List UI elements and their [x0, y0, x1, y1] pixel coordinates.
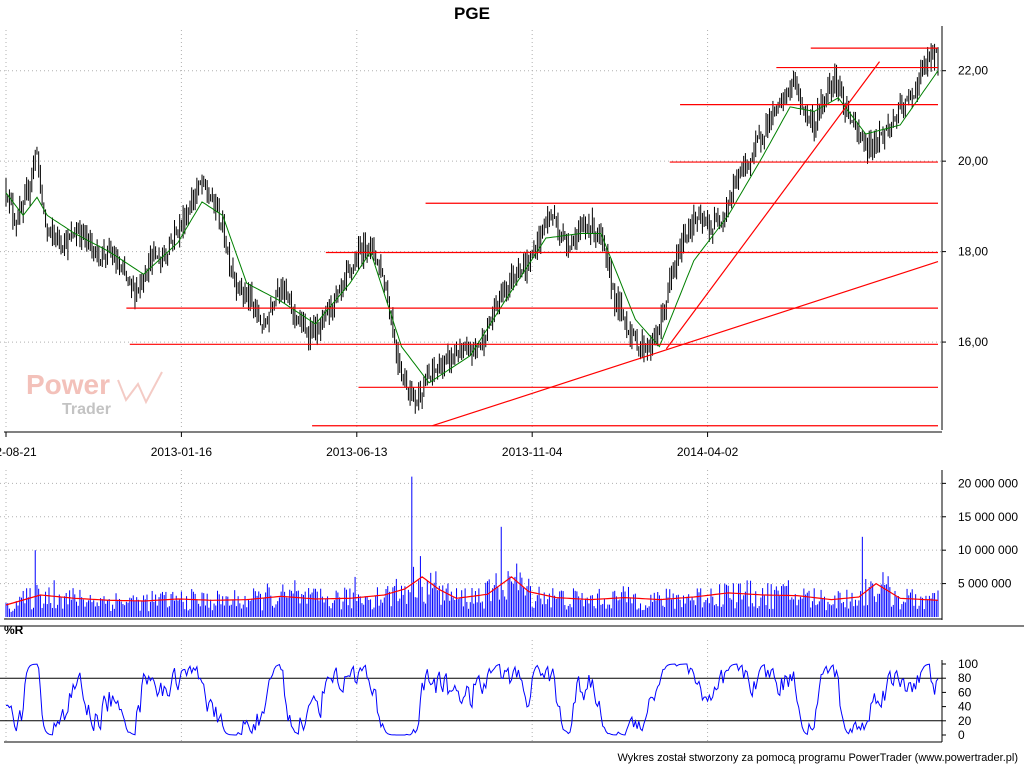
- x-tick-label: 2012-08-21: [0, 445, 37, 459]
- williams-tick-label: 20: [958, 714, 972, 728]
- y-tick-label: 20,00: [958, 154, 988, 168]
- volume-moving-average: [5, 576, 939, 606]
- volume-bars: [5, 476, 939, 617]
- x-tick-label: 2013-01-16: [151, 445, 213, 459]
- volume-tick-label: 20 000 000: [958, 476, 1018, 490]
- x-tick-label: 2013-06-13: [326, 445, 388, 459]
- y-tick-label: 16,00: [958, 335, 988, 349]
- chart-title: PGE: [454, 4, 490, 23]
- footer-credit: Wykres został stworzony za pomocą progra…: [617, 752, 1018, 764]
- williams-tick-label: 100: [958, 657, 978, 671]
- x-tick-label: 2013-11-04: [502, 445, 563, 459]
- williams-tick-label: 80: [958, 671, 972, 685]
- y-tick-label: 18,00: [958, 245, 988, 259]
- williams-r-line: [5, 663, 939, 736]
- price-panel: 2012-08-21 2013-01-16 2013-06-13 2013-11-04…: [0, 26, 988, 742]
- volume-tick-label: 15 000 000: [958, 510, 1018, 524]
- williams-tick-label: 40: [958, 700, 972, 714]
- trend-line: [665, 61, 881, 350]
- powertrader-watermark-logo: Power Trader: [26, 369, 163, 418]
- watermark-line2: Trader: [62, 401, 111, 418]
- volume-panel: 5 000 000 10 000 000 15 000 000 20 000 000: [0, 470, 1018, 620]
- ohlc-bars: [5, 43, 939, 414]
- volume-tick-label: 5 000 000: [958, 577, 1012, 591]
- watermark-line1: Power: [26, 369, 110, 400]
- williams-tick-label: 0: [958, 728, 965, 742]
- volume-tick-label: 10 000 000: [958, 543, 1018, 557]
- price-moving-average: [5, 70, 939, 384]
- williams-r-label: %R: [4, 623, 24, 637]
- trend-line: [432, 260, 939, 427]
- x-tick-label: 2014-04-02: [677, 445, 739, 459]
- williams-tick-label: 60: [958, 685, 972, 699]
- y-tick-label: 22,00: [958, 64, 988, 78]
